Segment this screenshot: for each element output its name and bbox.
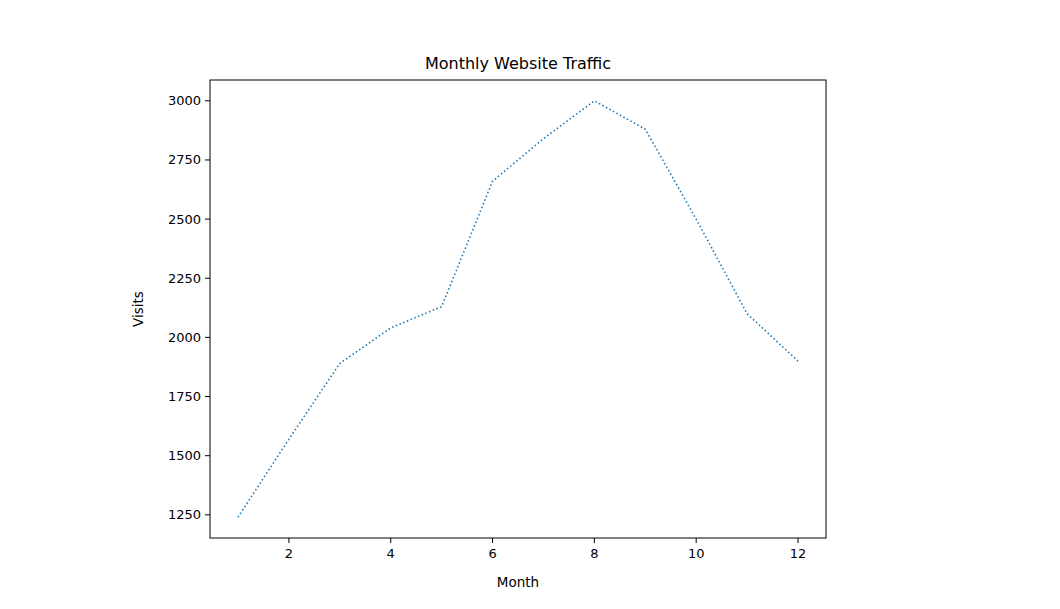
x-tick-label: 8 xyxy=(590,546,598,561)
x-tick xyxy=(288,538,289,543)
y-tick xyxy=(205,337,210,338)
background xyxy=(0,0,1060,609)
data-line xyxy=(238,101,798,517)
y-tick-label: 1500 xyxy=(168,448,201,463)
y-tick xyxy=(205,159,210,160)
x-tick-label: 10 xyxy=(688,546,705,561)
y-tick xyxy=(205,514,210,515)
plot-frame xyxy=(210,80,826,538)
x-tick-label: 2 xyxy=(285,546,293,561)
y-tick xyxy=(205,455,210,456)
x-tick xyxy=(594,538,595,543)
plot-area xyxy=(238,101,798,517)
y-tick-label: 2000 xyxy=(168,330,201,345)
y-axis-label: Visits xyxy=(130,291,146,327)
x-tick-label: 12 xyxy=(790,546,807,561)
y-tick-label: 2500 xyxy=(168,212,201,227)
y-tick-label: 2250 xyxy=(168,271,201,286)
x-tick xyxy=(798,538,799,543)
y-tick-label: 3000 xyxy=(168,93,201,108)
y-tick xyxy=(205,219,210,220)
y-tick-label: 2750 xyxy=(168,152,201,167)
y-tick-label: 1250 xyxy=(168,507,201,522)
chart-title: Monthly Website Traffic xyxy=(425,54,611,73)
y-tick xyxy=(205,396,210,397)
y-tick-label: 1750 xyxy=(168,389,201,404)
y-tick xyxy=(205,278,210,279)
x-tick xyxy=(492,538,493,543)
chart-svg: 2 4 6 8 10 12 1250 1500 1750 2000 2250 2500 2750 3000… xyxy=(0,0,1060,609)
x-tick-label: 4 xyxy=(387,546,395,561)
x-tick-label: 6 xyxy=(488,546,496,561)
x-axis-label: Month xyxy=(497,574,539,590)
chart-container: 2 4 6 8 10 12 1250 1500 1750 2000 2250 2500 2750 3000… xyxy=(0,0,1060,609)
y-tick xyxy=(205,100,210,101)
x-tick xyxy=(696,538,697,543)
x-tick xyxy=(390,538,391,543)
